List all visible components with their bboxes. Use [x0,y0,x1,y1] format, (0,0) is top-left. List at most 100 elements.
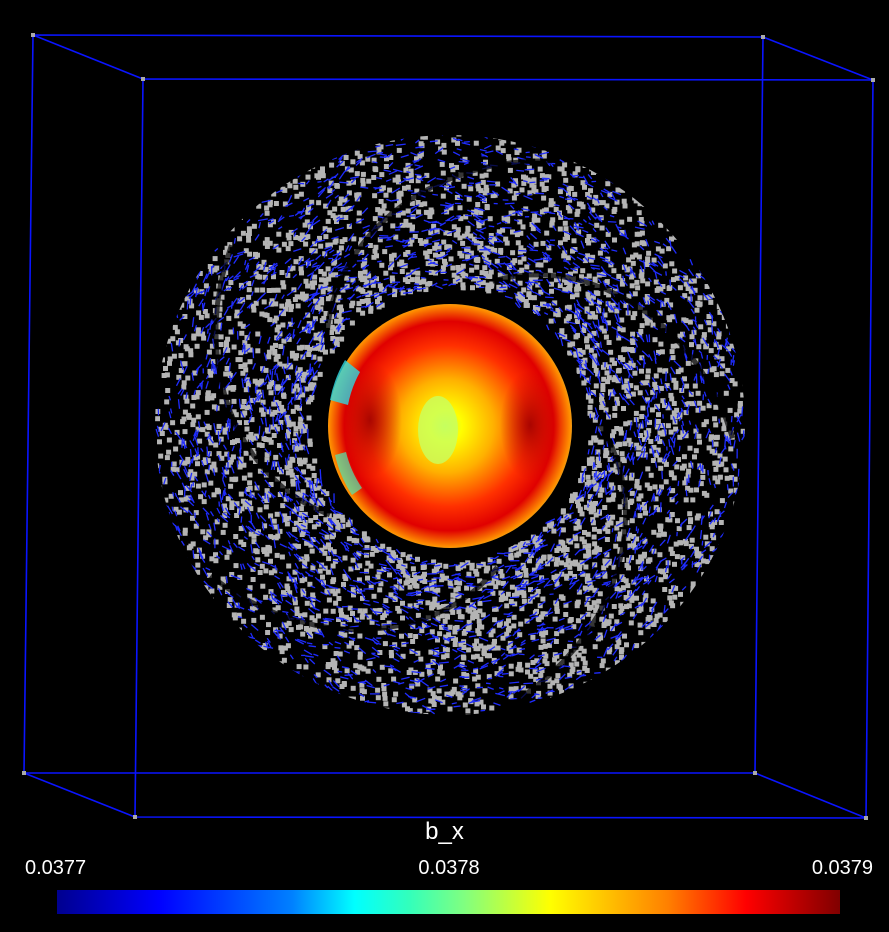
glyph-arrow [247,386,250,393]
glyph-base [585,291,591,297]
glyph-arrow [582,485,586,492]
glyph-arrow [318,532,325,536]
glyph-base [370,282,376,288]
glyph-base [582,184,587,190]
glyph-arrow [376,570,385,573]
glyph-arrow [301,588,306,594]
glyph-base [719,356,725,362]
glyph-arrow [248,256,255,261]
glyph-base [229,476,235,482]
glyph-arrow [200,460,205,467]
glyph-base [414,678,420,684]
glyph-base [670,603,676,609]
glyph-arrow [638,539,642,547]
glyph-base [499,140,505,146]
glyph-base [286,235,292,241]
glyph-base [526,291,532,297]
glyph-arrow [680,407,684,413]
glyph-base [480,179,486,185]
glyph-base [627,590,632,596]
glyph-arrow [515,210,522,217]
glyph-base [450,609,456,615]
glyph-base [266,492,272,498]
glyph-base [293,235,299,240]
glyph-base [624,388,630,394]
glyph-base [268,513,274,519]
glyph-base [531,567,537,573]
glyph-base [336,312,342,318]
glyph-arrow [309,220,315,229]
glyph-arrow [312,215,319,222]
glyph-base [499,573,505,579]
glyph-base [376,676,382,682]
glyph-base [165,338,171,344]
glyph-arrow [329,268,335,275]
glyph-arrow [315,521,320,525]
glyph-arrow [609,214,615,218]
glyph-base [343,614,349,620]
glyph-base [535,306,541,312]
glyph-base [516,647,522,653]
glyph-base [709,555,715,561]
glyph-arrow [232,327,235,334]
glyph-arrow [520,642,526,647]
glyph-base [626,437,632,443]
glyph-base [706,445,712,451]
glyph-arrow [258,335,262,345]
glyph-arrow [386,198,392,202]
glyph-arrow [593,236,600,242]
glyph-arrow [427,673,435,678]
glyph-base [285,375,291,381]
glyph-arrow [271,597,280,605]
glyph-base [606,560,612,566]
glyph-base [423,712,429,718]
glyph-base [710,533,716,538]
glyph-base [340,517,346,523]
glyph-base [463,214,469,220]
glyph-arrow [498,687,504,690]
glyph-base [405,208,411,214]
glyph-base [312,626,317,632]
glyph-base [389,256,395,262]
glyph-arrow [280,594,284,602]
glyph-base [384,156,389,162]
glyph-base [344,275,350,281]
glyph-arrow [317,187,327,195]
glyph-base [611,564,617,570]
glyph-arrow [227,493,234,500]
glyph-arrow [539,151,550,156]
glyph-arrow [300,350,308,360]
glyph-arrow [383,169,392,173]
glyph-base [418,656,424,662]
glyph-arrow [329,249,335,254]
glyph-base [595,456,601,462]
glyph-base [504,603,510,609]
glyph-arrow [544,312,549,316]
glyph-base [362,608,368,614]
glyph-base [281,590,286,596]
glyph-base [285,246,291,252]
glyph-base [288,241,294,247]
glyph-arrow [345,547,350,552]
glyph-base [250,303,256,309]
glyph-arrow [626,454,632,462]
glyph-base [720,363,726,369]
glyph-base [360,310,366,316]
glyph-arrow [592,552,602,559]
glyph-base [302,519,308,525]
glyph-arrow [718,418,721,424]
glyph-arrow [350,178,357,184]
glyph-base [469,562,475,568]
glyph-base [356,551,362,557]
glyph-base [246,237,252,243]
glyph-base [597,492,603,498]
glyph-base [400,552,406,558]
glyph-base [253,300,259,306]
glyph-base [573,158,579,164]
glyph-arrow [605,489,613,495]
glyph-base [266,349,272,355]
glyph-arrow [582,229,589,234]
glyph-arrow [334,646,341,649]
glyph-base [650,389,656,395]
